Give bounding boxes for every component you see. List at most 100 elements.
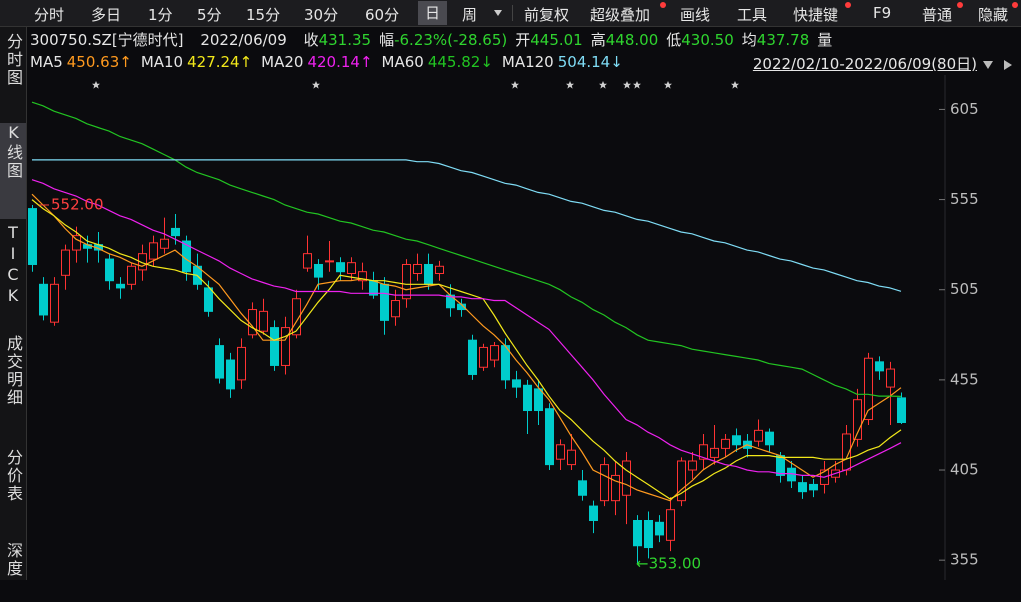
quote-label: 均 [741, 31, 757, 49]
quote-label: 低 [666, 31, 682, 49]
annotation: 552.00 [51, 195, 104, 213]
candle-body [413, 263, 422, 274]
tab[interactable]: 周 [462, 6, 478, 24]
candle-body [732, 435, 741, 446]
tab[interactable]: 多日 [91, 6, 122, 24]
tab[interactable]: 5分 [197, 6, 222, 24]
quote-label: 收 [303, 31, 319, 49]
y-tick-label: 355 [950, 551, 979, 569]
candle-body [435, 265, 444, 274]
candle-body [160, 238, 169, 249]
button[interactable]: 快捷键 [793, 6, 839, 24]
quote-value: 437.78 [756, 31, 810, 49]
candle-body [578, 480, 587, 496]
button[interactable]: F9 [873, 4, 892, 22]
dropdown-icon[interactable] [493, 9, 503, 17]
quote-row: 300750.SZ[宁德时代] 2022/06/09 收431.35 幅-6.23… [30, 29, 832, 50]
screen: {"toolbar":["分时","多日","1分","5分","15分","3… [0, 0, 1021, 580]
button[interactable]: 画线 [680, 6, 711, 24]
side-tab-selected[interactable]: K线图 [0, 123, 26, 219]
button[interactable]: 工具 [737, 6, 768, 24]
candle-body [721, 438, 730, 449]
candle-body [138, 253, 147, 271]
quote-value: 430.50 [681, 31, 734, 49]
tab[interactable]: 15分 [246, 6, 281, 24]
tab[interactable]: 60分 [365, 6, 400, 24]
ma-line [31, 193, 902, 502]
candle-body [314, 263, 323, 278]
candle-body [886, 368, 895, 388]
ma-name: MA10 [140, 53, 184, 71]
candle-body [116, 283, 125, 289]
kline-chart: 355 405 455 505 555 605 552.00 ←353.00 [28, 75, 979, 580]
symbol: 300750.SZ[宁德时代] [30, 31, 184, 49]
side-tab[interactable]: TICK [3, 223, 23, 307]
candle-body [677, 460, 686, 502]
candle-body [39, 283, 48, 316]
candle-body [215, 345, 224, 379]
button[interactable]: 超级叠加 [590, 6, 651, 24]
ma-value: 427.24↑ [187, 53, 253, 71]
tab-selected[interactable]: 日 [418, 1, 448, 25]
date-range[interactable]: 2022/02/10-2022/06/09(80日) [752, 55, 977, 73]
candle-body [754, 429, 763, 442]
button[interactable]: 前复权 [524, 6, 570, 24]
candle-body [622, 460, 631, 496]
separator [512, 5, 513, 21]
quote-label: 高 [590, 31, 606, 49]
candle-body [589, 505, 598, 522]
candle-body [259, 310, 268, 332]
ma-legend: MA5 450.63↑ MA10 427.24↑ MA20 420.14↑ MA60 445.… [30, 53, 623, 71]
side-tab[interactable]: 深度 [4, 542, 23, 578]
candle-body [391, 300, 400, 318]
side-tab[interactable]: 成交明细 [4, 335, 23, 407]
quote-label: 量 [817, 31, 833, 49]
candle-body [270, 327, 279, 366]
range-icons[interactable] [982, 59, 1016, 71]
candle-body [864, 357, 873, 421]
button[interactable]: 隐藏 [978, 6, 1009, 24]
candle-body [127, 265, 136, 285]
sidebar: 分时图 K线图 TICK 成交明细 分价表 深度 [0, 27, 27, 580]
ma-value: 445.82↓ [427, 53, 493, 71]
candle-body [237, 346, 246, 381]
candle-body [644, 520, 653, 549]
candle-body [490, 345, 499, 361]
candle-body [204, 287, 213, 312]
y-tick-label: 405 [950, 461, 979, 479]
candle-body [292, 298, 301, 336]
candle-body [402, 263, 411, 300]
side-tab[interactable]: 分价表 [4, 449, 23, 503]
candle-body [149, 242, 158, 260]
candle-body [534, 388, 543, 412]
button[interactable]: 普通 [922, 6, 953, 24]
tab[interactable]: 分时 [34, 6, 65, 24]
toolbar: 分时 多日 1分 5分 15分 30分 60分 日 周 前复权 超级叠加 画线 … [0, 0, 1021, 27]
candle-body [61, 249, 70, 276]
ma-value: 504.14↓ [557, 53, 623, 71]
candle-body [358, 271, 367, 282]
side-tab[interactable]: 分时图 [4, 33, 23, 87]
candle-body [545, 408, 554, 466]
annotation: ←353.00 [636, 554, 701, 572]
candle-body [798, 482, 807, 493]
candle-body [699, 444, 708, 460]
candle-body [303, 253, 312, 269]
ma-name: MA20 [261, 53, 304, 71]
tab[interactable]: 30分 [304, 6, 339, 24]
tab[interactable]: 1分 [148, 6, 173, 24]
ma-line [31, 179, 902, 478]
quote-value: -6.23%(-28.65) [394, 31, 508, 49]
candle-body [655, 521, 664, 536]
candle-body [479, 346, 488, 368]
y-tick-label: 455 [950, 370, 979, 388]
candle-body [523, 384, 532, 412]
candle-body [633, 520, 642, 547]
candle-body [226, 359, 235, 390]
candle-body [325, 260, 334, 263]
y-tick-label: 555 [950, 190, 979, 208]
candle-body [336, 262, 345, 273]
candle-body [710, 447, 719, 458]
candle-body [171, 227, 180, 237]
quote-label: 幅 [379, 31, 395, 49]
